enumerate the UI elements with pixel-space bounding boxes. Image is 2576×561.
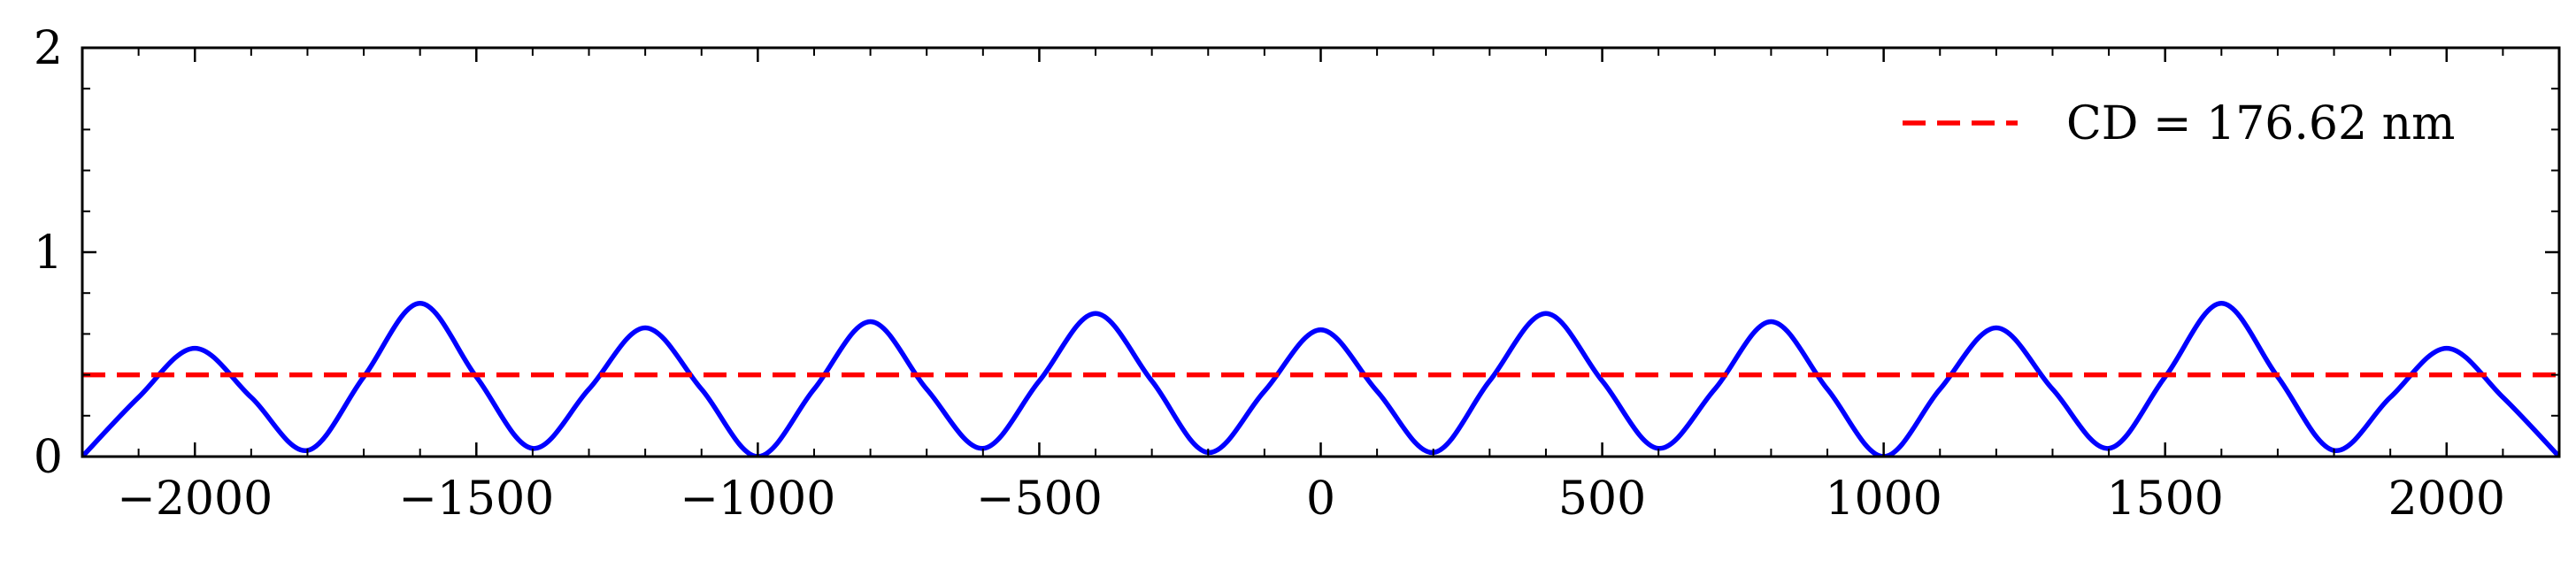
legend: CD = 176.62 nm xyxy=(1903,97,2455,150)
legend-label-cd: CD = 176.62 nm xyxy=(2066,97,2455,150)
x-tick-label: −2000 xyxy=(117,473,273,526)
x-tick-label: −500 xyxy=(976,473,1103,526)
x-tick-label: 500 xyxy=(1558,473,1646,526)
x-tick-label: 1500 xyxy=(2107,473,2224,526)
x-tick-label: 2000 xyxy=(2388,473,2505,526)
series-layer xyxy=(82,301,2559,457)
ticks xyxy=(81,46,2560,458)
y-tick-label: 0 xyxy=(34,431,63,484)
x-tick-label: −1000 xyxy=(680,473,835,526)
tick-labels: −2000 −1500 −1000 −500 0 500 1000 1500 2000 0 1 2 xyxy=(34,22,2505,526)
x-tick-label: 0 xyxy=(1306,473,1335,526)
x-tick-label: −1500 xyxy=(398,473,554,526)
x-tick-label: 1000 xyxy=(1825,473,1942,526)
y-tick-label: 1 xyxy=(34,227,63,280)
series-line-intensity xyxy=(82,301,2559,457)
y-tick-label: 2 xyxy=(34,22,63,75)
